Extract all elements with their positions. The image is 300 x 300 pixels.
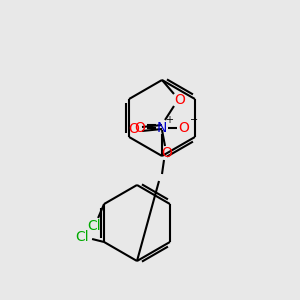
Text: O: O	[178, 121, 189, 135]
Text: O: O	[175, 93, 185, 107]
Text: Cl: Cl	[87, 219, 101, 233]
Text: O: O	[135, 121, 146, 135]
Text: −: −	[190, 115, 198, 125]
Text: O: O	[129, 122, 140, 136]
Text: O: O	[162, 146, 172, 160]
Text: N: N	[157, 121, 167, 135]
Text: +: +	[165, 115, 173, 125]
Text: Cl: Cl	[75, 230, 89, 244]
